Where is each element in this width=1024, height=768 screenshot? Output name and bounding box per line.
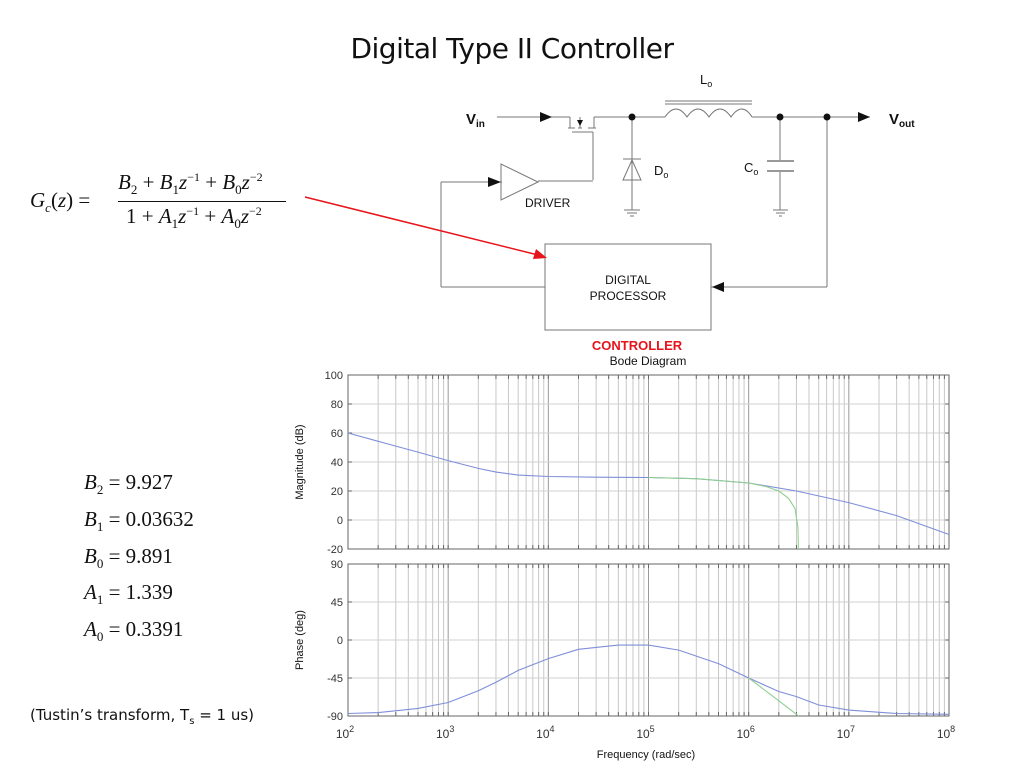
- coefficient-b1: B1 = 0.03632: [84, 507, 194, 535]
- tustin-note: (Tustin’s transform, Ts = 1 us): [30, 706, 255, 727]
- inductor-label: Lo: [700, 72, 712, 89]
- y-tick-label: -20: [327, 544, 343, 556]
- coefficient-a0: A0 = 0.3391: [84, 617, 184, 645]
- tf-denominator: 1 + A1z−1 + A0z−2: [126, 204, 262, 232]
- magnitude-axes: [347, 374, 950, 550]
- x-tick-label: 102: [336, 724, 354, 741]
- controller-label: CONTROLLER: [592, 338, 683, 353]
- coefficient-a1: A1 = 1.339: [84, 580, 173, 608]
- chart-title: Bode Diagram: [610, 354, 687, 368]
- x-tick-label: 105: [636, 724, 654, 741]
- y-tick-label: -90: [327, 711, 343, 723]
- y-tick-label: 100: [325, 370, 343, 382]
- processor-label-2: PROCESSOR: [590, 289, 667, 303]
- vin-label: Vin: [466, 111, 485, 130]
- coefficient-b0: B0 = 9.891: [84, 544, 173, 572]
- vout-label: Vout: [889, 111, 915, 130]
- y-tick-label: 20: [331, 486, 343, 498]
- frequency-xlabel: Frequency (rad/sec): [597, 749, 695, 761]
- bode-curve: [648, 476, 799, 550]
- y-tick-label: 90: [331, 559, 343, 571]
- phase-axes: [347, 563, 950, 717]
- x-tick-label: 104: [536, 724, 554, 741]
- phase-ylabel: Phase (deg): [294, 610, 306, 670]
- y-tick-label: 40: [331, 457, 343, 469]
- tf-numerator: B2 + B1z−1 + B0z−2: [118, 170, 263, 198]
- y-tick-label: 60: [331, 428, 343, 440]
- x-tick-label: 103: [436, 724, 454, 741]
- processor-label-1: DIGITAL: [605, 273, 651, 287]
- x-tick-label: 106: [736, 724, 754, 741]
- x-tick-label: 108: [937, 724, 955, 741]
- transfer-function: Gc(z) = B2 + B1z−1 + B0z−2 1 + A1z−1 + A…: [30, 168, 290, 238]
- slide-title: Digital Type II Controller: [350, 32, 674, 65]
- bode-curve: [347, 644, 950, 715]
- buck-converter-schematic: Vin Vout Lo Do Co DRIVER DIGITAL PROCESS…: [304, 72, 915, 353]
- driver-label: DRIVER: [525, 196, 571, 210]
- tf-lhs: Gc(z) =: [30, 188, 91, 216]
- x-tick-label: 107: [837, 724, 855, 741]
- capacitor-label: Co: [744, 160, 758, 177]
- y-tick-label: 80: [331, 399, 343, 411]
- diode-label: Do: [654, 163, 668, 180]
- y-tick-label: 45: [331, 597, 343, 609]
- magnitude-ylabel: Magnitude (dB): [294, 424, 306, 499]
- bode-curve: [748, 677, 799, 717]
- y-tick-label: 0: [337, 635, 343, 647]
- y-tick-label: 0: [337, 515, 343, 527]
- coefficient-b2: B2 = 9.927: [84, 470, 173, 498]
- y-tick-label: -45: [327, 673, 343, 685]
- bode-curve: [347, 432, 950, 536]
- tf-fraction-bar: [118, 201, 286, 202]
